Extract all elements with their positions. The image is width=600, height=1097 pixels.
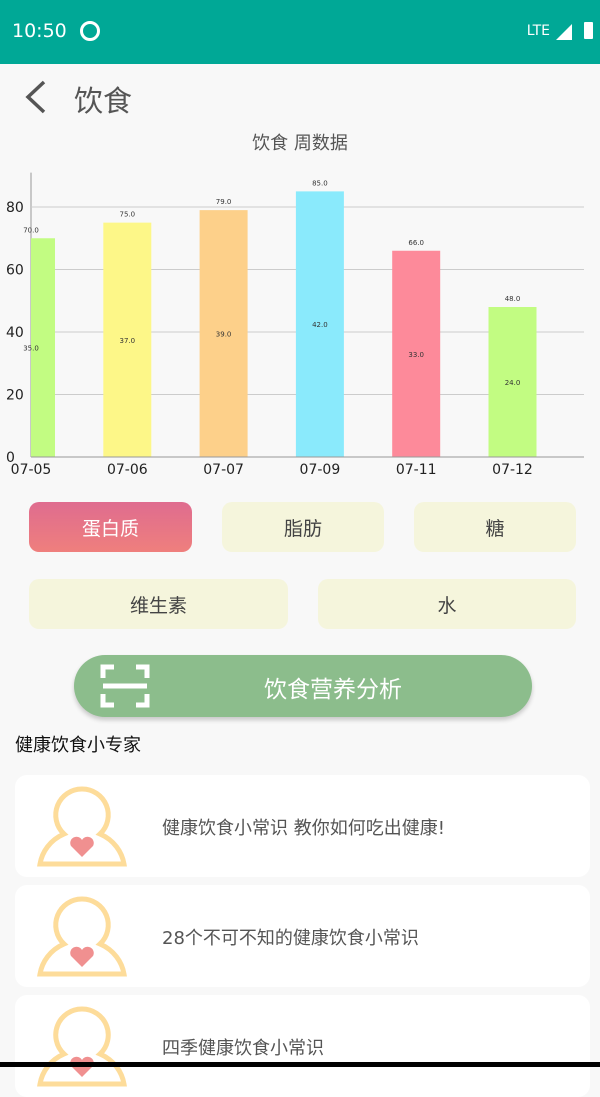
chart-title: 饮食 周数据 — [252, 133, 348, 154]
bar — [295, 191, 344, 457]
x-tick-label: 07-09 — [300, 462, 341, 478]
status-bar: 10:50 LTE — [0, 0, 600, 64]
y-tick-label: 60 — [6, 263, 24, 279]
signal-icon — [556, 24, 572, 40]
article-title: 四季健康饮食小常识 — [162, 1038, 324, 1059]
nutrient-button-fat[interactable]: 脂肪 — [222, 502, 384, 552]
chevron-left-icon — [25, 80, 46, 114]
article-card[interactable]: 28个不可不知的健康饮食小常识 — [15, 885, 590, 987]
bar — [392, 250, 441, 457]
user-heart-icon — [37, 786, 127, 867]
nutrient-button-vitamin[interactable]: 维生素 — [29, 579, 288, 629]
bar-inner-label: 35.0 — [23, 345, 39, 353]
network-type: LTE — [526, 23, 550, 39]
bar-inner-label: 39.0 — [216, 331, 232, 339]
diet-analysis-label: 饮食营养分析 — [264, 677, 402, 703]
x-tick-label: 07-05 — [11, 462, 52, 478]
bar-value-label: 70.0 — [23, 226, 39, 234]
bar-value-label: 79.0 — [216, 198, 232, 206]
scan-icon — [100, 664, 150, 708]
bar — [31, 238, 55, 457]
bar-value-label: 66.0 — [408, 239, 424, 247]
bar-inner-label: 37.0 — [120, 337, 136, 345]
nutrient-button-water[interactable]: 水 — [318, 579, 576, 629]
notification-icon — [80, 21, 100, 41]
nutrient-button-sugar[interactable]: 糖 — [414, 502, 576, 552]
bar — [488, 307, 537, 457]
nutrient-button-protein[interactable]: 蛋白质 — [29, 502, 192, 552]
article-title: 28个不可不知的健康饮食小常识 — [162, 928, 419, 949]
navigation-bar — [0, 1062, 600, 1067]
bar-value-label: 85.0 — [312, 179, 328, 187]
bar-inner-label: 33.0 — [408, 351, 424, 359]
x-tick-label: 07-12 — [492, 462, 533, 478]
bar-inner-label: 42.0 — [312, 321, 328, 329]
user-heart-icon — [37, 896, 127, 977]
article-title: 健康饮食小常识 教你如何吃出健康! — [162, 818, 445, 839]
bar-value-label: 48.0 — [505, 295, 521, 303]
user-heart-icon — [37, 1006, 127, 1087]
y-tick-label: 20 — [6, 388, 24, 404]
bar — [103, 222, 152, 457]
article-card[interactable]: 四季健康饮食小常识 — [15, 995, 590, 1097]
bar — [199, 210, 248, 457]
back-button[interactable] — [22, 80, 52, 114]
page-title: 饮食 — [74, 84, 133, 118]
y-tick-label: 0 — [6, 450, 15, 466]
battery-icon — [584, 22, 593, 39]
diet-analysis-button[interactable]: 饮食营养分析 — [74, 655, 532, 717]
status-time: 10:50 — [12, 20, 67, 42]
x-tick-label: 07-07 — [203, 462, 244, 478]
bar-chart: 0 20 40 60 80 70.0 35.0 07-05 75.0 37.0 07-06 79.0 3… — [6, 172, 584, 478]
bar-inner-label: 24.0 — [505, 379, 521, 387]
bar-value-label: 75.0 — [120, 211, 136, 219]
article-card[interactable]: 健康饮食小常识 教你如何吃出健康! — [15, 775, 590, 877]
y-tick-label: 40 — [6, 325, 24, 341]
section-title: 健康饮食小专家 — [15, 735, 141, 756]
y-tick-label: 80 — [6, 200, 24, 216]
x-tick-label: 07-06 — [107, 462, 148, 478]
x-tick-label: 07-11 — [396, 462, 437, 478]
